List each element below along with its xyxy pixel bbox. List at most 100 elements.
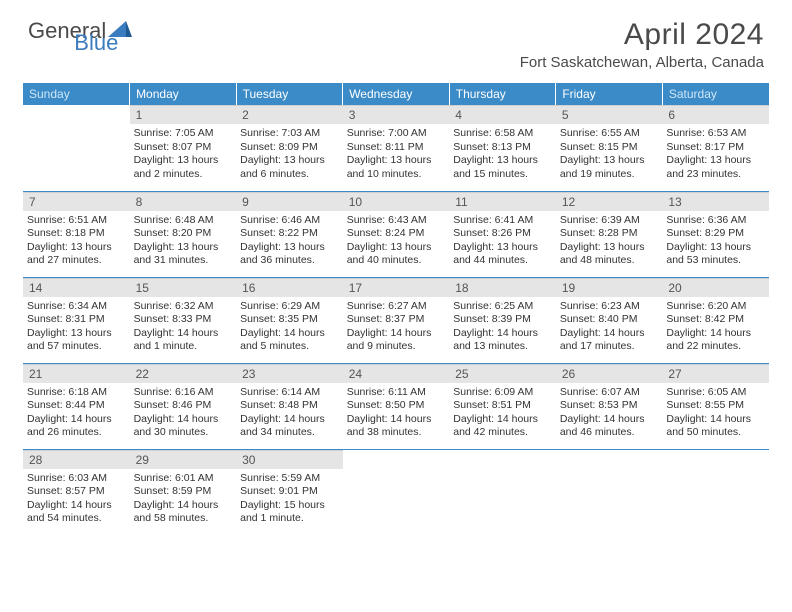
day-number: 26 bbox=[556, 364, 663, 383]
weekday-header: Monday bbox=[130, 83, 237, 105]
month-title: April 2024 bbox=[520, 18, 764, 52]
day-details: Sunrise: 6:46 AMSunset: 8:22 PMDaylight:… bbox=[236, 211, 343, 273]
day-number: 7 bbox=[23, 192, 130, 211]
calendar-day-cell: 28Sunrise: 6:03 AMSunset: 8:57 PMDayligh… bbox=[23, 449, 130, 535]
calendar-day-cell: 17Sunrise: 6:27 AMSunset: 8:37 PMDayligh… bbox=[343, 277, 450, 363]
calendar-day-cell: 2Sunrise: 7:03 AMSunset: 8:09 PMDaylight… bbox=[236, 105, 343, 191]
day-details: Sunrise: 6:48 AMSunset: 8:20 PMDaylight:… bbox=[130, 211, 237, 273]
calendar-day-cell: 26Sunrise: 6:07 AMSunset: 8:53 PMDayligh… bbox=[556, 363, 663, 449]
day-number: 27 bbox=[662, 364, 769, 383]
calendar-day-cell: 4Sunrise: 6:58 AMSunset: 8:13 PMDaylight… bbox=[449, 105, 556, 191]
calendar-day-cell: 18Sunrise: 6:25 AMSunset: 8:39 PMDayligh… bbox=[449, 277, 556, 363]
weekday-header: Tuesday bbox=[236, 83, 343, 105]
day-number: 22 bbox=[130, 364, 237, 383]
weekday-header: Wednesday bbox=[343, 83, 450, 105]
day-details: Sunrise: 6:11 AMSunset: 8:50 PMDaylight:… bbox=[343, 383, 450, 445]
day-number: 9 bbox=[236, 192, 343, 211]
day-details: Sunrise: 6:32 AMSunset: 8:33 PMDaylight:… bbox=[130, 297, 237, 359]
day-details: Sunrise: 6:01 AMSunset: 8:59 PMDaylight:… bbox=[130, 469, 237, 531]
calendar-day-cell: 11Sunrise: 6:41 AMSunset: 8:26 PMDayligh… bbox=[449, 191, 556, 277]
day-details: Sunrise: 6:58 AMSunset: 8:13 PMDaylight:… bbox=[449, 124, 556, 186]
day-details: Sunrise: 6:03 AMSunset: 8:57 PMDaylight:… bbox=[23, 469, 130, 531]
calendar-day-cell: 8Sunrise: 6:48 AMSunset: 8:20 PMDaylight… bbox=[130, 191, 237, 277]
day-number: 15 bbox=[130, 278, 237, 297]
calendar-day-cell: 3Sunrise: 7:00 AMSunset: 8:11 PMDaylight… bbox=[343, 105, 450, 191]
weekday-header: Saturday bbox=[662, 83, 769, 105]
day-details: Sunrise: 7:00 AMSunset: 8:11 PMDaylight:… bbox=[343, 124, 450, 186]
header: General Blue April 2024 Fort Saskatchewa… bbox=[0, 0, 792, 77]
calendar-day-cell: 10Sunrise: 6:43 AMSunset: 8:24 PMDayligh… bbox=[343, 191, 450, 277]
calendar-week-row: 14Sunrise: 6:34 AMSunset: 8:31 PMDayligh… bbox=[23, 277, 769, 363]
day-details: Sunrise: 6:14 AMSunset: 8:48 PMDaylight:… bbox=[236, 383, 343, 445]
calendar-week-row: .1Sunrise: 7:05 AMSunset: 8:07 PMDayligh… bbox=[23, 105, 769, 191]
calendar-day-cell: 29Sunrise: 6:01 AMSunset: 8:59 PMDayligh… bbox=[130, 449, 237, 535]
weekday-header: Sunday bbox=[23, 83, 130, 105]
day-details: Sunrise: 6:07 AMSunset: 8:53 PMDaylight:… bbox=[556, 383, 663, 445]
day-details: Sunrise: 6:43 AMSunset: 8:24 PMDaylight:… bbox=[343, 211, 450, 273]
calendar-day-cell: . bbox=[23, 105, 130, 191]
day-details: Sunrise: 7:03 AMSunset: 8:09 PMDaylight:… bbox=[236, 124, 343, 186]
calendar-day-cell: 1Sunrise: 7:05 AMSunset: 8:07 PMDaylight… bbox=[130, 105, 237, 191]
day-details: Sunrise: 5:59 AMSunset: 9:01 PMDaylight:… bbox=[236, 469, 343, 531]
day-number: 18 bbox=[449, 278, 556, 297]
day-number: 12 bbox=[556, 192, 663, 211]
day-number: 8 bbox=[130, 192, 237, 211]
calendar-day-cell: 21Sunrise: 6:18 AMSunset: 8:44 PMDayligh… bbox=[23, 363, 130, 449]
day-number: 11 bbox=[449, 192, 556, 211]
day-details: Sunrise: 6:53 AMSunset: 8:17 PMDaylight:… bbox=[662, 124, 769, 186]
day-number: 6 bbox=[662, 105, 769, 124]
day-number: 16 bbox=[236, 278, 343, 297]
calendar-week-row: 21Sunrise: 6:18 AMSunset: 8:44 PMDayligh… bbox=[23, 363, 769, 449]
calendar-day-cell: 12Sunrise: 6:39 AMSunset: 8:28 PMDayligh… bbox=[556, 191, 663, 277]
day-number: 1 bbox=[130, 105, 237, 124]
calendar-day-cell: 25Sunrise: 6:09 AMSunset: 8:51 PMDayligh… bbox=[449, 363, 556, 449]
day-number: 24 bbox=[343, 364, 450, 383]
day-number: 14 bbox=[23, 278, 130, 297]
day-details: Sunrise: 6:25 AMSunset: 8:39 PMDaylight:… bbox=[449, 297, 556, 359]
calendar-day-cell: 30Sunrise: 5:59 AMSunset: 9:01 PMDayligh… bbox=[236, 449, 343, 535]
calendar-day-cell: 13Sunrise: 6:36 AMSunset: 8:29 PMDayligh… bbox=[662, 191, 769, 277]
day-number: 30 bbox=[236, 450, 343, 469]
calendar-day-cell: 14Sunrise: 6:34 AMSunset: 8:31 PMDayligh… bbox=[23, 277, 130, 363]
day-number: 5 bbox=[556, 105, 663, 124]
calendar-day-cell: 19Sunrise: 6:23 AMSunset: 8:40 PMDayligh… bbox=[556, 277, 663, 363]
day-number: 21 bbox=[23, 364, 130, 383]
day-details: Sunrise: 6:29 AMSunset: 8:35 PMDaylight:… bbox=[236, 297, 343, 359]
calendar-day-cell: 6Sunrise: 6:53 AMSunset: 8:17 PMDaylight… bbox=[662, 105, 769, 191]
day-details: Sunrise: 6:27 AMSunset: 8:37 PMDaylight:… bbox=[343, 297, 450, 359]
day-details: Sunrise: 6:55 AMSunset: 8:15 PMDaylight:… bbox=[556, 124, 663, 186]
calendar-table: SundayMondayTuesdayWednesdayThursdayFrid… bbox=[23, 83, 769, 535]
day-details: Sunrise: 6:51 AMSunset: 8:18 PMDaylight:… bbox=[23, 211, 130, 273]
weekday-header: Thursday bbox=[449, 83, 556, 105]
calendar-day-cell: 24Sunrise: 6:11 AMSunset: 8:50 PMDayligh… bbox=[343, 363, 450, 449]
day-details: Sunrise: 6:05 AMSunset: 8:55 PMDaylight:… bbox=[662, 383, 769, 445]
day-number: 13 bbox=[662, 192, 769, 211]
calendar-day-cell: . bbox=[662, 449, 769, 535]
calendar-week-row: 28Sunrise: 6:03 AMSunset: 8:57 PMDayligh… bbox=[23, 449, 769, 535]
calendar-day-cell: 22Sunrise: 6:16 AMSunset: 8:46 PMDayligh… bbox=[130, 363, 237, 449]
calendar-day-cell: 20Sunrise: 6:20 AMSunset: 8:42 PMDayligh… bbox=[662, 277, 769, 363]
day-number: 4 bbox=[449, 105, 556, 124]
calendar-day-cell: 16Sunrise: 6:29 AMSunset: 8:35 PMDayligh… bbox=[236, 277, 343, 363]
day-number: 25 bbox=[449, 364, 556, 383]
calendar-day-cell: 27Sunrise: 6:05 AMSunset: 8:55 PMDayligh… bbox=[662, 363, 769, 449]
calendar-body: .1Sunrise: 7:05 AMSunset: 8:07 PMDayligh… bbox=[23, 105, 769, 535]
day-number: 10 bbox=[343, 192, 450, 211]
calendar-day-cell: 5Sunrise: 6:55 AMSunset: 8:15 PMDaylight… bbox=[556, 105, 663, 191]
logo-text-blue: Blue bbox=[74, 30, 118, 55]
day-number: 17 bbox=[343, 278, 450, 297]
day-number: 3 bbox=[343, 105, 450, 124]
calendar-day-cell: 15Sunrise: 6:32 AMSunset: 8:33 PMDayligh… bbox=[130, 277, 237, 363]
day-details: Sunrise: 6:20 AMSunset: 8:42 PMDaylight:… bbox=[662, 297, 769, 359]
day-details: Sunrise: 6:09 AMSunset: 8:51 PMDaylight:… bbox=[449, 383, 556, 445]
day-number: 28 bbox=[23, 450, 130, 469]
location-text: Fort Saskatchewan, Alberta, Canada bbox=[520, 54, 764, 71]
calendar-day-cell: 9Sunrise: 6:46 AMSunset: 8:22 PMDaylight… bbox=[236, 191, 343, 277]
day-details: Sunrise: 6:39 AMSunset: 8:28 PMDaylight:… bbox=[556, 211, 663, 273]
calendar-day-cell: . bbox=[449, 449, 556, 535]
day-details: Sunrise: 7:05 AMSunset: 8:07 PMDaylight:… bbox=[130, 124, 237, 186]
weekday-header: Friday bbox=[556, 83, 663, 105]
logo: General Blue bbox=[28, 18, 180, 44]
day-number: 20 bbox=[662, 278, 769, 297]
day-number: 23 bbox=[236, 364, 343, 383]
